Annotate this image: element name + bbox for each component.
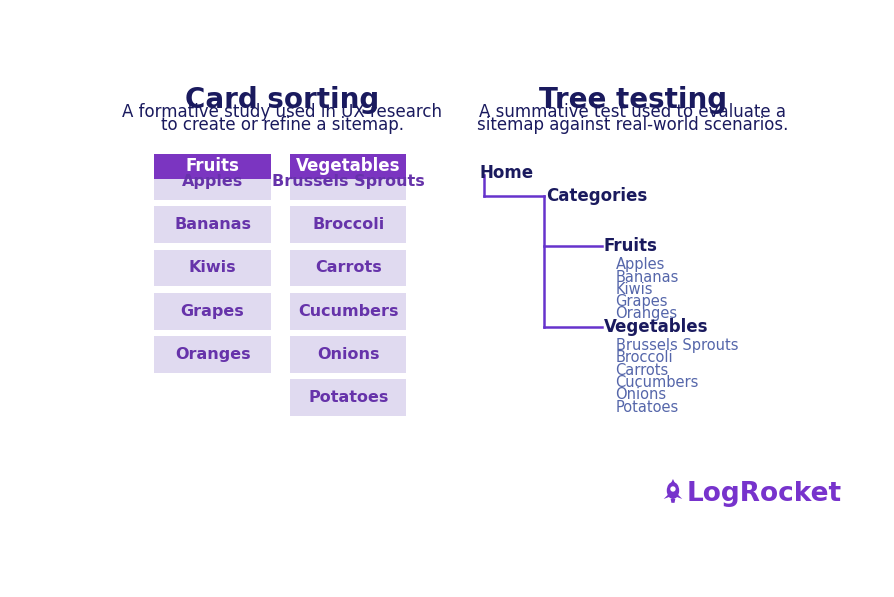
FancyBboxPatch shape [290,293,406,330]
Text: Grapes: Grapes [615,294,668,309]
FancyBboxPatch shape [155,163,271,200]
Text: A formative study used in UX research: A formative study used in UX research [122,103,442,121]
FancyBboxPatch shape [290,163,406,200]
Text: Onions: Onions [316,347,379,362]
Text: Apples: Apples [181,174,243,189]
Text: Potatoes: Potatoes [615,399,679,415]
Text: Grapes: Grapes [181,304,244,319]
Text: A summative test used to evaluate a: A summative test used to evaluate a [478,103,785,121]
FancyBboxPatch shape [155,336,271,373]
Text: Carrots: Carrots [315,260,381,275]
Text: Fruits: Fruits [603,238,657,256]
Text: Onions: Onions [615,387,666,402]
Text: Vegetables: Vegetables [603,318,708,336]
Polygon shape [675,494,681,499]
Polygon shape [663,494,669,499]
Circle shape [670,487,675,492]
Text: Cucumbers: Cucumbers [298,304,398,319]
Text: to create or refine a sitemap.: to create or refine a sitemap. [161,116,403,134]
Text: LogRocket: LogRocket [687,481,841,507]
Text: Brussels Sprouts: Brussels Sprouts [615,338,738,353]
Text: Bananas: Bananas [615,269,679,285]
Text: Tree testing: Tree testing [538,87,726,114]
FancyBboxPatch shape [290,154,406,179]
FancyBboxPatch shape [290,379,406,416]
Text: Home: Home [479,164,534,182]
Text: Bananas: Bananas [174,217,251,232]
Text: Vegetables: Vegetables [296,158,400,176]
Ellipse shape [666,482,679,499]
FancyBboxPatch shape [290,207,406,244]
FancyBboxPatch shape [155,250,271,287]
Text: Fruits: Fruits [185,158,240,176]
Text: Oranges: Oranges [174,347,250,362]
Polygon shape [668,479,677,489]
Text: Carrots: Carrots [615,363,668,378]
Text: Kiwis: Kiwis [615,282,653,297]
FancyBboxPatch shape [155,207,271,244]
Text: Card sorting: Card sorting [185,87,379,114]
Text: Categories: Categories [545,187,646,205]
Text: Broccoli: Broccoli [312,217,384,232]
Polygon shape [670,499,675,503]
FancyBboxPatch shape [155,293,271,330]
FancyBboxPatch shape [290,250,406,287]
FancyBboxPatch shape [290,336,406,373]
Text: Oranges: Oranges [615,306,677,322]
FancyBboxPatch shape [155,154,271,179]
Text: Potatoes: Potatoes [308,390,388,405]
Text: Broccoli: Broccoli [615,350,672,365]
Text: Kiwis: Kiwis [189,260,236,275]
Text: Cucumbers: Cucumbers [615,375,698,390]
Text: sitemap against real-world scenarios.: sitemap against real-world scenarios. [477,116,788,134]
Text: Apples: Apples [615,257,664,272]
Text: Brussels Sprouts: Brussels Sprouts [272,174,424,189]
